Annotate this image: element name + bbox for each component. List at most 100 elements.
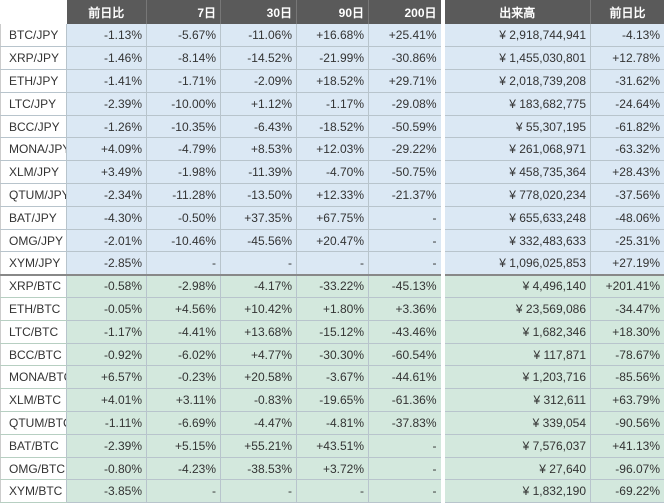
value-cell: -50.75% <box>368 160 443 185</box>
value-cell: -1.46% <box>66 46 147 71</box>
value-cell: -18.52% <box>296 115 369 139</box>
value-cell: ¥ 1,832,190 <box>440 479 591 504</box>
value-cell: -48.06% <box>590 206 664 230</box>
value-cell: +67.75% <box>296 206 369 230</box>
pair-cell: XYM/JPY <box>0 251 67 276</box>
value-cell: - <box>220 251 297 276</box>
table-row: BAT/BTC -2.39% +5.15% +55.21% +43.51% - ¥ 7,57… <box>0 434 664 458</box>
table-row: XLM/BTC +4.01% +3.11% -0.83% -19.65% -61.36% ¥… <box>0 388 664 413</box>
value-cell: -0.05% <box>66 297 147 321</box>
value-cell: -0.83% <box>220 388 297 413</box>
table-row: LTC/JPY -2.39% -10.00% +1.12% -1.17% -29.08% ¥… <box>0 92 664 116</box>
value-cell: -45.13% <box>368 273 443 299</box>
value-cell: -4.79% <box>146 137 221 162</box>
table-row: XLM/JPY +3.49% -1.98% -11.39% -4.70% -50.75% ¥… <box>0 160 664 185</box>
pair-cell: QTUM/JPY <box>0 183 67 207</box>
value-cell: +12.03% <box>296 137 369 162</box>
value-cell: -2.39% <box>66 434 147 458</box>
value-cell: ¥ 1,203,716 <box>440 365 591 390</box>
value-cell: -11.28% <box>146 183 221 207</box>
value-cell: +20.47% <box>296 229 369 253</box>
value-cell: -4.30% <box>66 206 147 230</box>
value-cell: -4.13% <box>590 24 664 48</box>
value-cell: - <box>296 251 369 276</box>
value-cell: +27.19% <box>590 251 664 276</box>
table-row: QTUM/BTC -1.11% -6.69% -4.47% -4.81% -37.83% ¥… <box>0 411 664 435</box>
value-cell: -96.07% <box>590 457 664 481</box>
value-cell: +37.35% <box>220 206 297 230</box>
value-cell: -24.64% <box>590 92 664 116</box>
value-cell: +28.43% <box>590 160 664 185</box>
value-cell: ¥ 1,455,030,801 <box>440 46 591 71</box>
value-cell: -13.50% <box>220 183 297 207</box>
value-cell: -6.69% <box>146 411 221 435</box>
value-cell: ¥ 332,483,633 <box>440 229 591 253</box>
value-cell: ¥ 1,096,025,853 <box>440 251 591 276</box>
value-cell: +18.52% <box>296 69 369 93</box>
value-cell: -10.46% <box>146 229 221 253</box>
header-cell: 7日 <box>146 0 221 24</box>
value-cell: -63.32% <box>590 137 664 162</box>
value-cell: +4.09% <box>66 137 147 162</box>
table-row: ETH/BTC -0.05% +4.56% +10.42% +1.80% +3.36% ¥ … <box>0 297 664 321</box>
value-cell: -34.47% <box>590 297 664 321</box>
value-cell: -4.70% <box>296 160 369 185</box>
value-cell: -3.67% <box>296 365 369 390</box>
pair-cell: QTUM/BTC <box>0 411 67 435</box>
value-cell: - <box>146 251 221 276</box>
pair-cell: OMG/BTC <box>0 457 67 481</box>
value-cell: -30.86% <box>368 46 443 71</box>
pair-cell: BAT/BTC <box>0 434 67 458</box>
header-cell: 200日 <box>368 0 443 24</box>
table-row: BTC/JPY -1.13% -5.67% -11.06% +16.68% +25.41%… <box>0 24 664 48</box>
value-cell: -50.59% <box>368 115 443 139</box>
header-cell: 30日 <box>220 0 297 24</box>
value-cell: -11.06% <box>220 24 297 48</box>
value-cell: -60.54% <box>368 343 443 367</box>
pair-cell: ETH/JPY <box>0 69 67 93</box>
value-cell: -29.08% <box>368 92 443 116</box>
value-cell: -69.22% <box>590 479 664 504</box>
value-cell: ¥ 4,496,140 <box>440 273 591 299</box>
value-cell: -0.80% <box>66 457 147 481</box>
table-row: MONA/BTC +6.57% -0.23% +20.58% -3.67% -44.61%… <box>0 365 664 390</box>
table-row: XRP/BTC -0.58% -2.98% -4.17% -33.22% -45.13% ¥… <box>0 273 664 299</box>
value-cell: ¥ 458,735,364 <box>440 160 591 185</box>
pair-cell: XRP/BTC <box>0 273 67 299</box>
value-cell: -19.65% <box>296 388 369 413</box>
value-cell: +6.57% <box>66 365 147 390</box>
value-cell: -37.56% <box>590 183 664 207</box>
value-cell: +63.79% <box>590 388 664 413</box>
value-cell: - <box>368 434 443 458</box>
value-cell: +1.80% <box>296 297 369 321</box>
table-row: XYM/JPY -2.85% - - - - ¥ 1,096,025,853 +27.19% <box>0 251 664 276</box>
table-row: OMG/BTC -0.80% -4.23% -38.53% +3.72% - ¥ 27,64… <box>0 457 664 481</box>
value-cell: -90.56% <box>590 411 664 435</box>
table-row: OMG/JPY -2.01% -10.46% -45.56% +20.47% - ¥ 332… <box>0 229 664 253</box>
value-cell: -1.17% <box>66 320 147 344</box>
pair-cell: XRP/JPY <box>0 46 67 71</box>
value-cell: ¥ 261,068,971 <box>440 137 591 162</box>
value-cell: - <box>368 206 443 230</box>
header-cell: 前日比 <box>66 0 147 24</box>
value-cell: +10.42% <box>220 297 297 321</box>
pair-cell: MONA/JPY <box>0 137 67 162</box>
value-cell: +4.56% <box>146 297 221 321</box>
value-cell: -1.71% <box>146 69 221 93</box>
value-cell: -0.50% <box>146 206 221 230</box>
value-cell: ¥ 7,576,037 <box>440 434 591 458</box>
value-cell: -61.36% <box>368 388 443 413</box>
value-cell: -21.99% <box>296 46 369 71</box>
value-cell: +5.15% <box>146 434 221 458</box>
value-cell: ¥ 312,611 <box>440 388 591 413</box>
value-cell: ¥ 2,018,739,208 <box>440 69 591 93</box>
value-cell: - <box>368 251 443 276</box>
value-cell: - <box>368 229 443 253</box>
value-cell: - <box>220 479 297 504</box>
value-cell: +12.33% <box>296 183 369 207</box>
value-cell: -4.47% <box>220 411 297 435</box>
value-cell: -2.09% <box>220 69 297 93</box>
pair-cell: XLM/JPY <box>0 160 67 185</box>
value-cell: +3.49% <box>66 160 147 185</box>
